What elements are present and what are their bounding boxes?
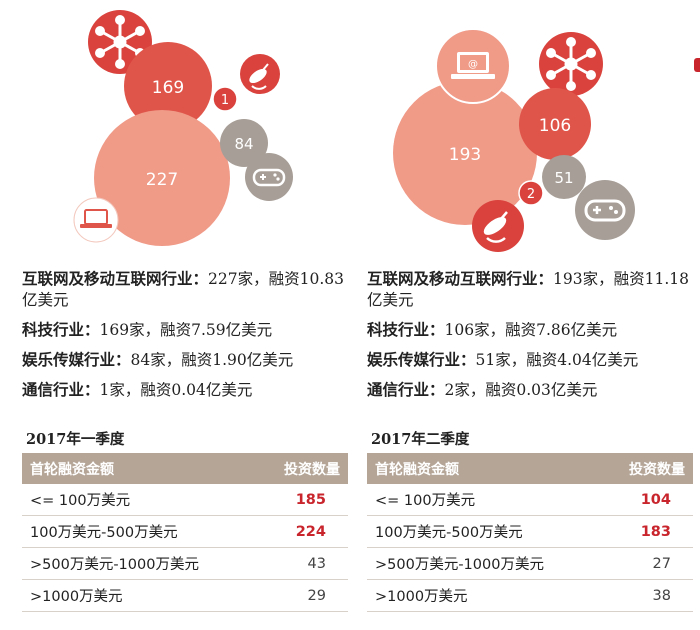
table-row: <= 100万美元 185 (22, 484, 348, 516)
laptop-icon (73, 197, 119, 243)
bubble-telecom: 2 (518, 180, 544, 206)
stat-internet: 互联网及移动互联网行业：227家，融资10.83亿美元 (22, 269, 344, 309)
funding-table-q1: 首轮融资金额 投资数量 <= 100万美元 185 100万美元-500万美元 22… (22, 453, 348, 612)
cell-count: 38 (598, 579, 693, 612)
bubble-tech-value: 106 (539, 116, 571, 136)
table-row: 100万美元-500万美元 224 (22, 515, 348, 548)
cell-range: 100万美元-500万美元 (367, 515, 599, 548)
stat-telecom: 通信行业：2家，融资0.03亿美元 (367, 380, 598, 399)
bubble-media-value: 84 (234, 135, 253, 153)
header-funding-amount: 首轮融资金额 (367, 453, 599, 484)
panel-q1: 169 1 227 84 (22, 0, 362, 630)
gamepad-icon (575, 180, 635, 240)
bubble-telecom-value: 2 (527, 187, 535, 202)
cell-range: <= 100万美元 (367, 484, 599, 516)
stat-telecom: 通信行业：1家，融资0.04亿美元 (22, 380, 253, 399)
stat-tech: 科技行业：106家，融资7.86亿美元 (367, 320, 618, 339)
quarter-title-q1: 2017年一季度 (26, 431, 125, 448)
table-row: >1000万美元 29 (22, 579, 348, 612)
quarter-title-q2: 2017年二季度 (371, 431, 470, 448)
bubble-internet-value: 193 (449, 145, 481, 165)
laptop-icon: @ (435, 28, 511, 104)
table-row: >500万美元-1000万美元 43 (22, 547, 348, 580)
bubble-telecom: 1 (212, 86, 238, 112)
bubble-telecom-value: 1 (221, 93, 229, 108)
stat-media: 娱乐传媒行业：84家，融资1.90亿美元 (22, 350, 294, 369)
cell-count: 43 (253, 547, 348, 580)
stat-tech: 科技行业：169家，融资7.59亿美元 (22, 320, 273, 339)
bubble-tech: 169 (124, 42, 212, 130)
satellite-icon (472, 200, 524, 252)
cell-count: 29 (253, 579, 348, 612)
stats-list-q2: 互联网及移动互联网行业：193家，融资11.18亿美元 科技行业：106家，融资… (367, 268, 697, 409)
svg-text:@: @ (468, 59, 478, 70)
cell-count: 27 (598, 547, 693, 580)
table-header-row: 首轮融资金额 投资数量 (22, 453, 348, 484)
table-header-row: 首轮融资金额 投资数量 (367, 453, 693, 484)
cell-count: 185 (253, 484, 348, 516)
cell-count: 104 (598, 484, 693, 516)
bubble-tech-value: 169 (152, 78, 184, 98)
bubble-media-value: 51 (554, 169, 573, 187)
page-edge-marker (694, 58, 700, 72)
bubble-tech: 106 (519, 88, 591, 160)
table-row: >1000万美元 38 (367, 579, 693, 612)
table-row: >500万美元-1000万美元 27 (367, 547, 693, 580)
bubble-chart-q1: 169 1 227 84 (73, 10, 293, 246)
cell-range: >500万美元-1000万美元 (367, 547, 599, 580)
header-investment-count: 投资数量 (253, 453, 348, 484)
panel-q2: 193 @ 106 (367, 0, 700, 630)
header-investment-count: 投资数量 (598, 453, 693, 484)
stats-list-q1: 互联网及移动互联网行业：227家，融资10.83亿美元 科技行业：169家，融资… (22, 268, 352, 409)
gamepad-icon (245, 153, 293, 201)
bubble-internet: 227 (94, 110, 230, 246)
cell-range: >1000万美元 (22, 579, 254, 612)
bubble-internet-value: 227 (146, 170, 178, 190)
cell-range: 100万美元-500万美元 (22, 515, 254, 548)
bubble-internet: 193 (393, 81, 537, 225)
table-row: <= 100万美元 104 (367, 484, 693, 516)
bubble-chart-q2: 193 @ 106 (393, 28, 635, 252)
stat-media: 娱乐传媒行业：51家，融资4.04亿美元 (367, 350, 639, 369)
header-funding-amount: 首轮融资金额 (22, 453, 254, 484)
satellite-icon (240, 54, 280, 94)
stat-internet: 互联网及移动互联网行业：193家，融资11.18亿美元 (367, 269, 689, 309)
bubble-media: 84 (220, 119, 268, 167)
funding-table-q2: 首轮融资金额 投资数量 <= 100万美元 104 100万美元-500万美元 18… (367, 453, 693, 612)
table-row: 100万美元-500万美元 183 (367, 515, 693, 548)
cell-count: 183 (598, 515, 693, 548)
cell-range: >500万美元-1000万美元 (22, 547, 254, 580)
cell-range: <= 100万美元 (22, 484, 254, 516)
bubble-media: 51 (542, 155, 586, 199)
network-hub-icon (539, 32, 603, 96)
cell-count: 224 (253, 515, 348, 548)
cell-range: >1000万美元 (367, 579, 599, 612)
network-hub-icon (88, 10, 152, 74)
